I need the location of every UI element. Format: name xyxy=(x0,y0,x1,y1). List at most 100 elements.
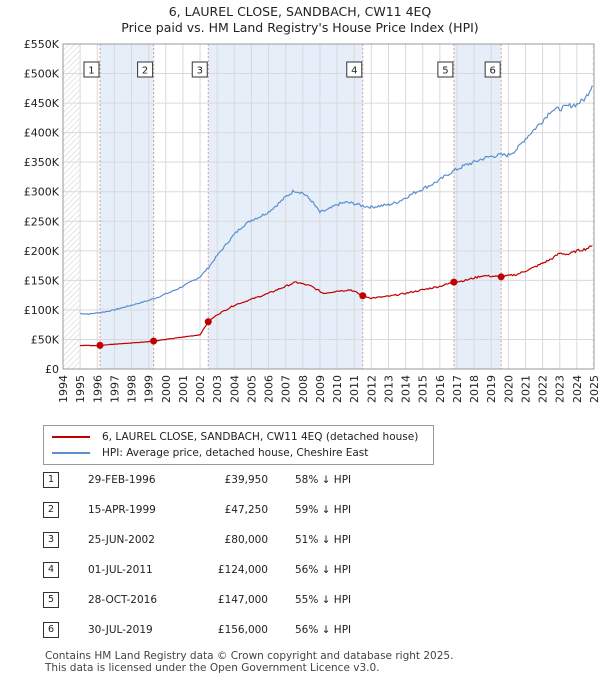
footer-copyright: Contains HM Land Registry data © Crown c… xyxy=(45,650,454,662)
x-tick-label: 2024 xyxy=(571,375,584,403)
sale-point xyxy=(96,341,104,349)
y-tick-label: £150K xyxy=(24,274,60,287)
sale-point xyxy=(204,318,212,326)
sale-date: 01-JUL-2011 xyxy=(88,564,153,576)
sale-hpi-diff: 51% ↓ HPI xyxy=(295,534,352,546)
hpi-series-line xyxy=(80,85,593,316)
y-tick-label: £450K xyxy=(24,97,60,110)
legend-item-property: 6, LAUREL CLOSE, SANDBACH, CW11 4EQ (det… xyxy=(52,429,418,445)
y-tick-label: £400K xyxy=(24,127,60,140)
sale-marker-label: 3 xyxy=(197,66,203,77)
legend-label-property: 6, LAUREL CLOSE, SANDBACH, CW11 4EQ (det… xyxy=(102,431,419,443)
sale-hpi-diff: 58% ↓ HPI xyxy=(295,474,352,486)
sale-price: £124,000 xyxy=(217,564,268,576)
sale-marker-label: 6 xyxy=(43,622,59,638)
sale-marker-box xyxy=(484,61,501,78)
sale-point xyxy=(150,337,158,345)
y-tick-label: £350K xyxy=(24,156,60,169)
y-tick-label: £250K xyxy=(24,215,60,228)
x-tick-label: 2003 xyxy=(211,375,224,403)
sale-date: 28-OCT-2016 xyxy=(88,594,157,606)
sale-marker-label: 6 xyxy=(489,66,495,77)
sale-hpi-diff: 55% ↓ HPI xyxy=(295,594,352,606)
sale-point xyxy=(497,273,505,281)
legend-item-hpi: HPI: Average price, detached house, Ches… xyxy=(52,445,368,461)
sale-price: £147,000 xyxy=(217,594,268,606)
y-tick-label: £50K xyxy=(31,333,60,346)
footer-attribution: Contains HM Land Registry data © Crown c… xyxy=(45,650,453,674)
x-tick-label: 2014 xyxy=(400,375,413,403)
x-tick-label: 1996 xyxy=(91,375,104,403)
y-tick-label: £200K xyxy=(24,245,60,258)
sale-hpi-diff: 59% ↓ HPI xyxy=(295,504,352,516)
x-tick-label: 2016 xyxy=(434,375,447,403)
sale-date: 29-FEB-1996 xyxy=(88,474,156,486)
sale-marker-label: 4 xyxy=(43,562,59,578)
x-tick-label: 2009 xyxy=(314,375,327,403)
sale-marker-label: 1 xyxy=(43,472,59,488)
sale-marker-label: 5 xyxy=(43,592,59,608)
sale-marker-label: 4 xyxy=(351,66,357,77)
x-tick-label: 2023 xyxy=(554,375,567,403)
x-tick-label: 2012 xyxy=(365,375,378,403)
table-row: 1 29-FEB-1996 £39,950 58% ↓ HPI xyxy=(43,470,463,490)
legend-swatch-property xyxy=(52,436,90,438)
x-tick-label: 2005 xyxy=(245,375,258,403)
table-row: 4 01-JUL-2011 £124,000 56% ↓ HPI xyxy=(43,560,463,580)
x-tick-label: 1999 xyxy=(143,375,156,403)
sale-marker-box xyxy=(137,61,154,78)
x-tick-label: 2019 xyxy=(485,375,498,403)
hatched-region xyxy=(592,44,594,369)
chart-title: 6, LAUREL CLOSE, SANDBACH, CW11 4EQ xyxy=(168,4,432,19)
sale-marker-box xyxy=(191,61,208,78)
x-tick-label: 2015 xyxy=(417,375,430,403)
sale-marker-label: 2 xyxy=(142,66,148,77)
price-chart: £0 £50K £100K £150K £200K £250K £300K £350K £400… xyxy=(24,38,600,403)
legend-swatch-hpi xyxy=(52,452,90,454)
table-row: 2 15-APR-1999 £47,250 59% ↓ HPI xyxy=(43,500,463,520)
table-row: 3 25-JUN-2002 £80,000 51% ↓ HPI xyxy=(43,530,463,550)
x-tick-label: 2004 xyxy=(228,375,241,403)
y-tick-label: £0 xyxy=(45,363,59,376)
x-tick-label: 2002 xyxy=(194,375,207,403)
x-tick-label: 2022 xyxy=(537,375,550,403)
x-tick-label: 2007 xyxy=(280,375,293,403)
x-tick-label: 2017 xyxy=(451,375,464,403)
sale-hpi-diff: 56% ↓ HPI xyxy=(295,564,352,576)
legend-label-hpi: HPI: Average price, detached house, Ches… xyxy=(102,447,369,459)
chart-legend: 6, LAUREL CLOSE, SANDBACH, CW11 4EQ (det… xyxy=(43,425,434,465)
x-tick-label: 2008 xyxy=(297,375,310,403)
sale-hpi-diff: 56% ↓ HPI xyxy=(295,624,352,636)
sale-price: £156,000 xyxy=(217,624,268,636)
x-tick-label: 2013 xyxy=(382,375,395,403)
footer-licence: This data is licensed under the Open Gov… xyxy=(45,662,380,674)
x-tick-label: 2020 xyxy=(502,375,515,403)
x-tick-label: 2011 xyxy=(348,375,361,403)
x-tick-label: 2010 xyxy=(331,375,344,403)
x-tick-label: 1998 xyxy=(126,375,139,403)
sale-marker-box xyxy=(437,61,454,78)
x-tick-label: 2001 xyxy=(177,375,190,403)
y-tick-label: £550K xyxy=(24,38,60,51)
table-row: 6 30-JUL-2019 £156,000 56% ↓ HPI xyxy=(43,620,463,640)
sale-marker-box xyxy=(346,61,363,78)
x-tick-label: 1995 xyxy=(74,375,87,403)
x-tick-label: 2025 xyxy=(588,375,600,403)
sale-point xyxy=(450,278,458,286)
hatched-region xyxy=(63,44,81,369)
sale-marker-label: 3 xyxy=(43,532,59,548)
x-tick-label: 2021 xyxy=(519,375,532,403)
chart-subtitle: Price paid vs. HM Land Registry's House … xyxy=(121,20,479,35)
sale-marker-label: 5 xyxy=(442,66,448,77)
sale-point xyxy=(359,292,367,300)
x-tick-label: 1994 xyxy=(57,375,70,403)
sale-marker-box xyxy=(83,61,100,78)
sale-price: £47,250 xyxy=(224,504,268,516)
x-tick-label: 2018 xyxy=(468,375,481,403)
ownership-shade xyxy=(99,44,154,369)
sale-date: 15-APR-1999 xyxy=(88,504,156,516)
x-tick-label: 1997 xyxy=(108,375,121,403)
table-row: 5 28-OCT-2016 £147,000 55% ↓ HPI xyxy=(43,590,463,610)
sale-marker-label: 1 xyxy=(88,66,94,77)
x-tick-label: 2000 xyxy=(160,375,173,403)
